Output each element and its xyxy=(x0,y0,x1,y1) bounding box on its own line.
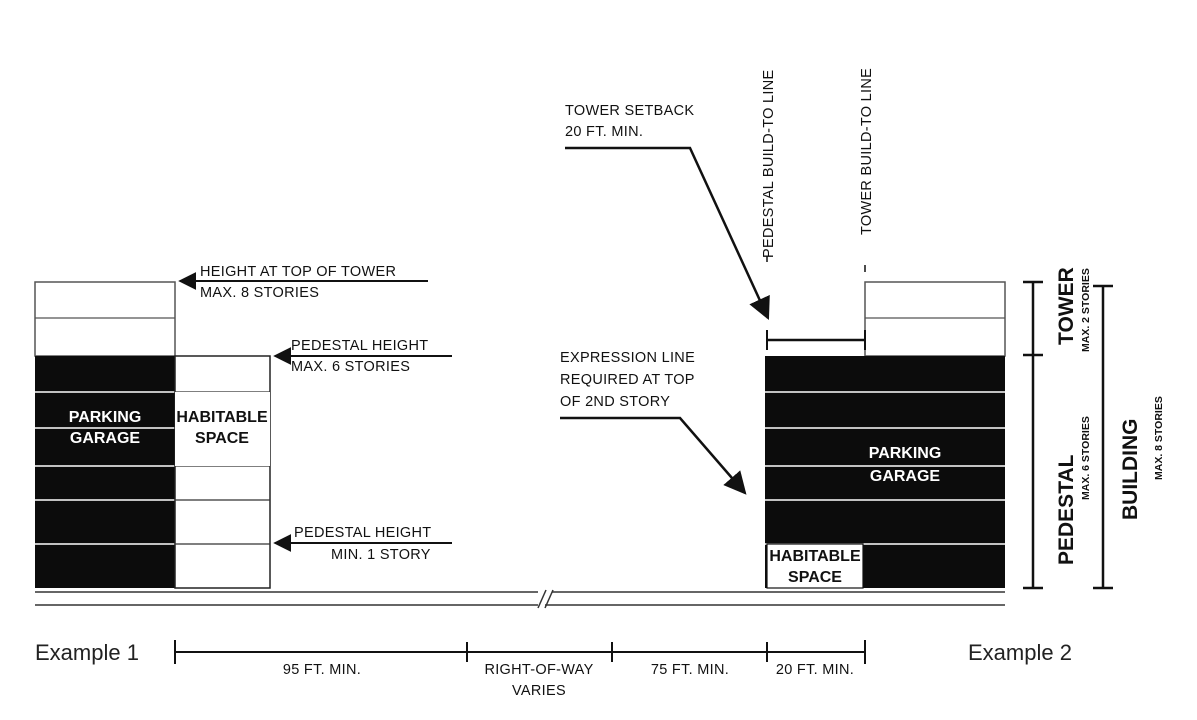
example-2-tower-outline xyxy=(864,281,1006,357)
expression-line-label-3: OF 2ND STORY xyxy=(560,394,670,410)
pedestal-build-to-line-label: PEDESTAL BUILD-TO LINE xyxy=(761,70,777,258)
example-2-habitable-label-a: HABITABLE xyxy=(769,548,861,565)
example-1-tower-outline xyxy=(34,281,176,357)
example-2-parking-label-b: GARAGE xyxy=(870,468,941,485)
building-side-sublabel: MAX. 8 STORIES xyxy=(1153,396,1165,480)
expression-line-arrow xyxy=(560,416,747,495)
tower-build-to-line-label: TOWER BUILD-TO LINE xyxy=(859,68,875,235)
height-top-tower-label-2: MAX. 8 STORIES xyxy=(200,285,319,301)
dim-row-label-1: RIGHT-OF-WAY xyxy=(484,662,593,678)
pedestal-height-max-label-1: PEDESTAL HEIGHT xyxy=(291,338,428,354)
pedestal-side-label: PEDESTAL xyxy=(1055,454,1078,565)
example-2-label: Example 2 xyxy=(968,640,1072,665)
tower-setback-label-2: 20 FT. MIN. xyxy=(565,124,643,140)
example-1-parking-label-a: PARKING xyxy=(69,409,142,426)
example-1-building xyxy=(34,281,271,589)
example-2-parking-label-a: PARKING xyxy=(869,445,942,462)
tower-side-sublabel: MAX. 2 STORIES xyxy=(1080,268,1092,352)
example-1-parking-label-b: GARAGE xyxy=(70,430,141,447)
example-1-parking-garage xyxy=(35,356,175,588)
building-side-label: BUILDING xyxy=(1119,419,1142,521)
example-2-habitable-space xyxy=(766,543,864,589)
tower-setback-label-1: TOWER SETBACK xyxy=(565,103,694,119)
height-top-tower-label-1: HEIGHT AT TOP OF TOWER xyxy=(200,264,396,280)
example-1-habitable-label-b: SPACE xyxy=(195,430,249,447)
example-1-label: Example 1 xyxy=(35,640,139,665)
dim-20-label: 20 FT. MIN. xyxy=(776,662,854,678)
example-1-habitable-space xyxy=(174,355,271,589)
example-2-building xyxy=(765,281,1006,589)
example-2-habitable-label-b: SPACE xyxy=(788,569,842,586)
pedestal-side-sublabel: MAX. 6 STORIES xyxy=(1080,416,1092,500)
pedestal-height-min-label-2: MIN. 1 STORY xyxy=(331,547,431,563)
tower-setback-arrow xyxy=(565,146,770,321)
ground-line xyxy=(35,589,1005,609)
dimension-line xyxy=(174,640,866,664)
expression-line-label-2: REQUIRED AT TOP xyxy=(560,372,695,388)
dim-95-label: 95 FT. MIN. xyxy=(283,662,361,678)
dim-row-label-2: VARIES xyxy=(512,683,566,699)
example-1-habitable-label-a: HABITABLE xyxy=(176,409,268,426)
pedestal-height-min-label-1: PEDESTAL HEIGHT xyxy=(294,525,431,541)
expression-line-label-1: EXPRESSION LINE xyxy=(560,350,695,366)
dim-75-label: 75 FT. MIN. xyxy=(651,662,729,678)
tower-side-label: TOWER xyxy=(1055,267,1078,345)
example-1-garage-floor-lines xyxy=(35,391,175,545)
side-brackets xyxy=(1023,280,1113,590)
pedestal-height-max-label-2: MAX. 6 STORIES xyxy=(291,359,410,375)
